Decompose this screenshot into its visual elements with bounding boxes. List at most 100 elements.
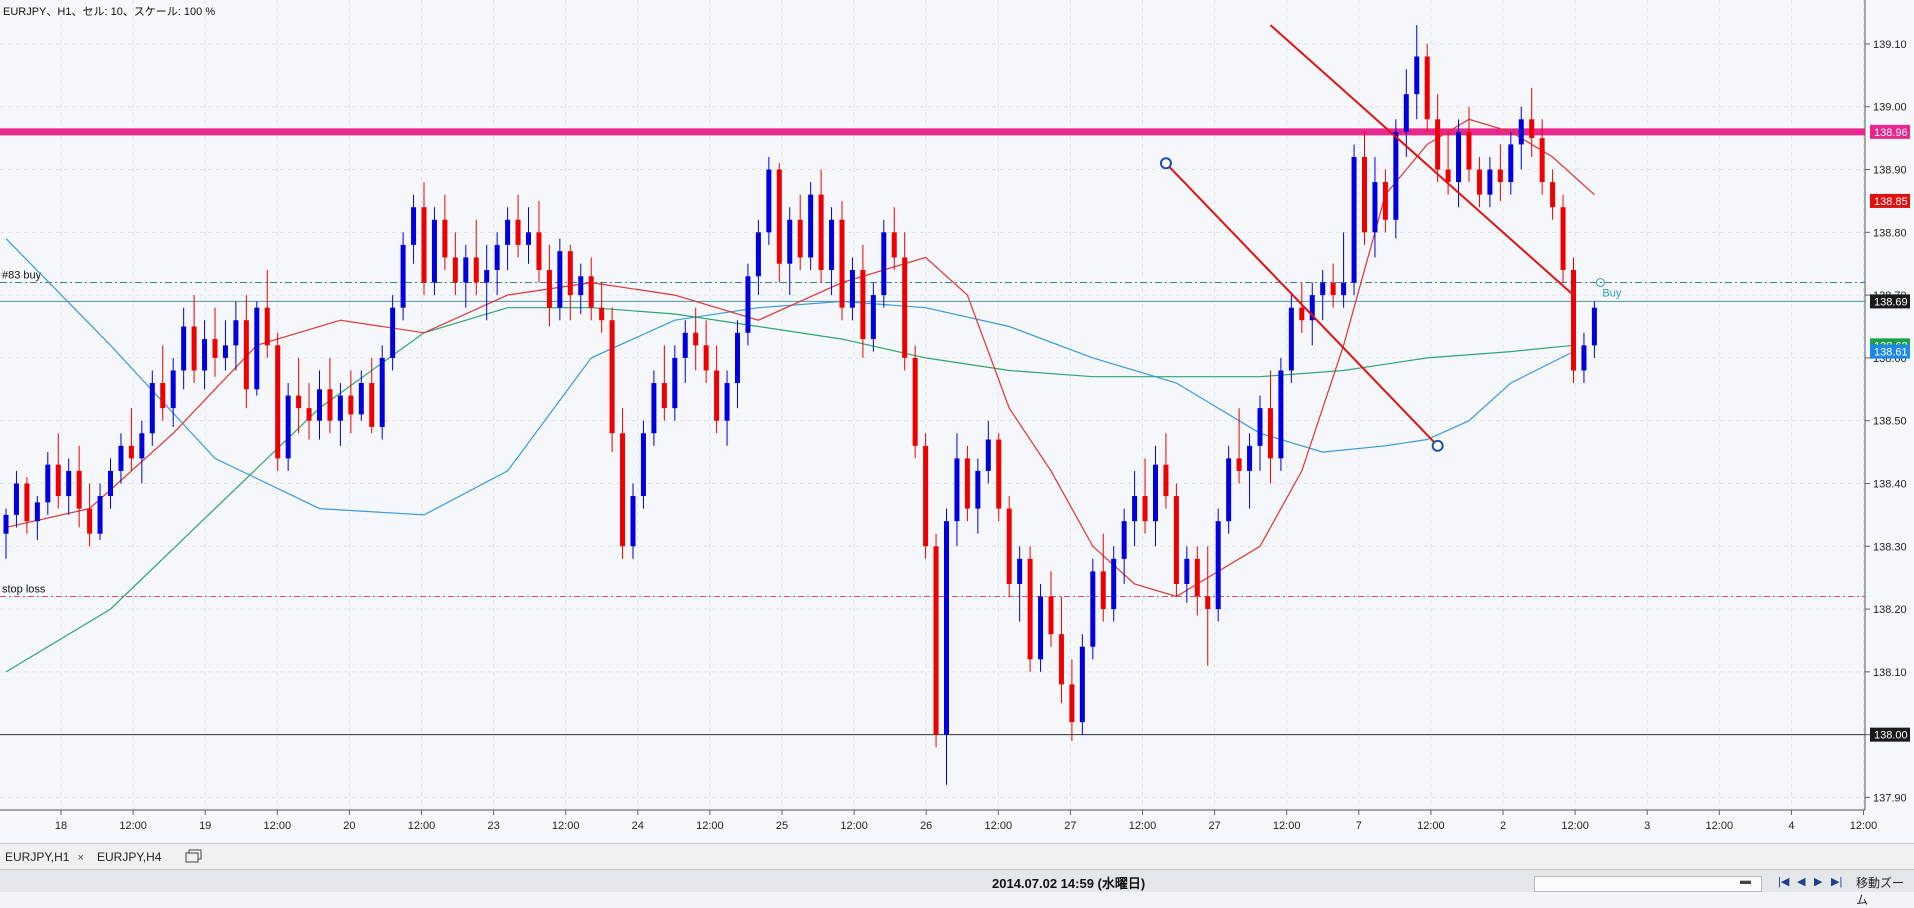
candle-body	[1194, 558, 1200, 597]
candle-body	[1351, 156, 1357, 283]
price-tag	[1870, 124, 1910, 139]
x-tick-label: 25	[776, 820, 788, 832]
candle-body	[1330, 282, 1336, 296]
candle-body	[808, 194, 814, 258]
first-page-icon[interactable]: |◀	[1778, 876, 1790, 888]
candle-body	[1278, 370, 1284, 459]
tab-eurjpy-h1[interactable]: EURJPY,H1 ×	[0, 848, 89, 866]
candle-body	[55, 464, 61, 497]
candle-body	[1382, 182, 1388, 220]
chart-area[interactable]: 139.10139.00138.90138.80138.70138.60138.…	[0, 0, 1914, 843]
candle-body	[1393, 131, 1399, 220]
candle-body	[45, 464, 51, 503]
trendline-upper[interactable]	[1269, 24, 1575, 296]
candle-body	[1163, 464, 1169, 497]
candle-body	[1497, 169, 1503, 183]
candle-body	[1508, 144, 1514, 183]
close-icon[interactable]: ×	[77, 852, 84, 864]
candle-body	[494, 244, 500, 270]
candle-body	[1100, 571, 1106, 610]
candle-body	[1445, 169, 1451, 183]
candle-body	[1173, 496, 1179, 584]
candle-body	[787, 219, 793, 264]
x-tick-label: 7	[1356, 820, 1362, 832]
candle-body	[860, 270, 866, 340]
candle-body	[296, 395, 302, 409]
candle-body	[317, 389, 322, 421]
x-tick-label: 12:00	[985, 820, 1013, 832]
x-tick-label: 27	[1208, 820, 1220, 832]
next-page-icon[interactable]: ▶	[1814, 876, 1823, 888]
candle-body	[13, 483, 19, 515]
candle-body	[776, 169, 782, 264]
price-chart[interactable]: 139.10139.00138.90138.80138.70138.60138.…	[0, 0, 1914, 843]
candle-body	[1132, 496, 1138, 522]
candle-body	[933, 546, 939, 735]
candle-body	[839, 219, 845, 308]
candle-body	[1288, 307, 1294, 371]
candle-body	[985, 439, 991, 471]
candle-body	[672, 357, 678, 409]
prev-page-icon[interactable]: ◀	[1797, 876, 1806, 888]
new-window-icon[interactable]	[180, 848, 208, 866]
candle-body	[640, 433, 646, 497]
candle-body	[1550, 182, 1556, 208]
candle-body	[1539, 138, 1545, 183]
candle-body	[1487, 169, 1493, 195]
candle-body	[87, 508, 93, 534]
candle-body	[1309, 295, 1315, 321]
candle-body	[1456, 131, 1462, 183]
candle-body	[233, 320, 239, 346]
candle-body	[160, 383, 166, 409]
x-tick-label: 18	[55, 820, 67, 832]
candle-body	[797, 219, 803, 258]
moving-average-mid	[5, 238, 1574, 516]
price-tag	[1870, 727, 1910, 742]
x-tick-label: 12:00	[552, 820, 580, 832]
candle-body	[1466, 131, 1472, 170]
buy-line-label: #83 buy	[2, 270, 42, 282]
buy-marker-icon[interactable]	[1595, 278, 1605, 288]
candle-body	[1581, 345, 1587, 371]
candle-body	[818, 194, 824, 270]
y-tick-label: 138.40	[1873, 478, 1907, 490]
candle-body	[421, 207, 427, 283]
candle-body	[369, 383, 375, 427]
candle-body	[1226, 458, 1232, 522]
minus-icon[interactable]: ▬	[1740, 875, 1751, 887]
candle-body	[609, 320, 615, 434]
y-tick-label: 138.90	[1873, 165, 1907, 177]
candle-body	[1184, 558, 1190, 584]
status-datetime: 2014.07.02 14:59 (水曜日)	[992, 876, 1146, 891]
candle-body	[996, 439, 1002, 509]
scroll-field[interactable]	[1534, 876, 1762, 892]
price-tag-label: 138.85	[1874, 196, 1908, 208]
candle-body	[1079, 646, 1085, 723]
y-tick-label: 138.50	[1873, 416, 1907, 428]
candle-body	[588, 276, 594, 308]
trendline-handle[interactable]	[1431, 439, 1444, 452]
candle-body	[442, 219, 448, 258]
candle-body	[3, 514, 9, 534]
y-tick-label: 138.10	[1873, 667, 1907, 679]
zoom-mode-label[interactable]: 移動ズーム	[1856, 876, 1905, 907]
candle-body	[766, 169, 772, 233]
candle-body	[620, 433, 626, 547]
candle-body	[1038, 596, 1044, 660]
trendline-handle[interactable]	[1159, 157, 1172, 170]
candle-body	[682, 332, 688, 358]
x-tick-label: 12:00	[119, 820, 147, 832]
trendline-lower[interactable]	[1165, 162, 1439, 447]
candle-body	[546, 270, 552, 308]
candle-body	[358, 383, 364, 415]
candle-body	[118, 445, 124, 471]
candle-body	[714, 370, 720, 421]
last-page-icon[interactable]: ▶|	[1831, 876, 1843, 888]
candle-body	[567, 251, 573, 296]
chart-tab-bar: EURJPY,H1 × EURJPY,H4	[0, 843, 1914, 870]
candle-body	[1006, 508, 1012, 584]
candle-body	[1591, 307, 1597, 346]
candle-body	[526, 232, 531, 245]
x-tick-label: 12:00	[1561, 820, 1589, 832]
tab-eurjpy-h4[interactable]: EURJPY,H4	[92, 848, 166, 866]
